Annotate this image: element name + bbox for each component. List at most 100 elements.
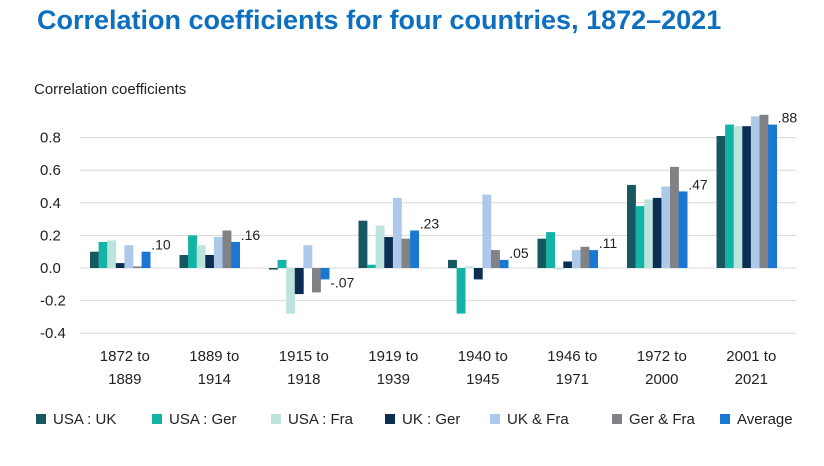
bar [750,116,760,269]
data-label: .16 [241,227,261,243]
y-tick-label: -0.4 [40,325,66,342]
data-label: .11 [599,235,618,251]
data-label: .05 [509,245,529,261]
data-label: .47 [688,176,708,192]
bar [367,264,376,268]
bar [277,259,287,269]
bar [124,245,134,268]
bar [231,241,240,268]
data-label: .23 [420,216,440,232]
x-tick-label: 1872 to [100,348,150,365]
bar [205,255,215,268]
y-tick-label: 0.8 [40,130,61,147]
x-tick-label: 2021 [735,371,768,388]
bar [473,268,483,280]
bar [491,250,500,268]
bar [358,220,368,268]
legend-swatch [490,414,500,424]
bar [627,184,636,268]
legend-label: UK : Ger [402,411,460,428]
bar [546,232,555,268]
bar [312,268,321,293]
bar [670,166,679,268]
bar [644,199,654,268]
bar [537,238,547,268]
y-tick-label: -0.2 [40,293,66,310]
x-tick-label: 2000 [645,371,678,388]
bar [499,259,509,269]
bar [410,230,419,268]
y-tick-label: 0.0 [40,260,61,277]
x-tick-label: 1918 [287,371,320,388]
legend-swatch [152,414,162,424]
legend-label: Ger & Fra [629,411,696,428]
bar [90,251,99,268]
bar [98,241,108,268]
data-label: -.07 [330,274,354,290]
bar [392,197,402,268]
y-tick-label: 0.2 [40,227,61,244]
x-tick-label: 1919 to [368,348,418,365]
bar [294,268,304,295]
legend-label: Average [737,411,793,428]
bar [725,124,734,268]
bar [107,240,117,268]
y-axis-ticks: 0.8 0.6 0.4 0.2 0.0 -0.2 -0.4 [40,130,66,343]
bar [652,197,662,268]
x-tick-label: 1946 to [547,348,597,365]
legend-label: USA : Fra [288,411,354,428]
bar [759,114,769,268]
legend-label: USA : Ger [169,411,237,428]
x-tick-label: 1889 to [189,348,239,365]
bar [188,235,197,268]
bar [482,194,492,268]
bar [179,255,189,268]
bar [580,246,590,268]
y-tick-label: 0.6 [40,162,61,179]
bar [141,251,151,268]
bar [115,263,125,268]
legend-swatch [271,414,281,424]
bar [213,237,223,268]
legend-swatch [385,414,395,424]
bars [90,114,777,314]
x-tick-label: 1971 [556,371,589,388]
bar [286,268,296,314]
legend-swatch [36,414,46,424]
bar [716,136,726,268]
bar [635,206,645,268]
bar [733,126,743,268]
x-tick-label: 1972 to [637,348,687,365]
bar [465,266,475,268]
legend-swatch [720,414,730,424]
legend-label: UK & Fra [507,411,569,428]
bar [196,245,206,268]
bar [563,261,573,268]
bar [661,186,671,268]
x-tick-label: 1945 [466,371,499,388]
x-tick-label: 1914 [198,371,231,388]
legend-swatch [612,414,622,424]
bar [401,238,411,268]
bar [448,259,457,269]
x-tick-label: 2001 to [726,348,776,365]
data-labels: .10 .16 -.07 .23 .05 .11 .47 .88 [151,110,797,291]
gridlines [80,137,796,334]
bar [303,245,313,268]
x-tick-label: 1940 to [458,348,508,365]
data-label: .10 [151,237,171,253]
bar [375,225,385,268]
bar [571,250,581,268]
legend: USA : UK USA : Ger USA : Fra UK : Ger UK & F… [36,411,793,428]
y-axis-label: Correlation coefficients [34,81,186,98]
bar [742,126,752,268]
y-tick-label: 0.4 [40,195,61,212]
bar [222,230,232,268]
bar [768,124,777,268]
bar [456,268,466,314]
bar [269,268,278,270]
data-label: .88 [778,110,798,126]
bar [133,266,142,268]
bar [678,191,688,268]
